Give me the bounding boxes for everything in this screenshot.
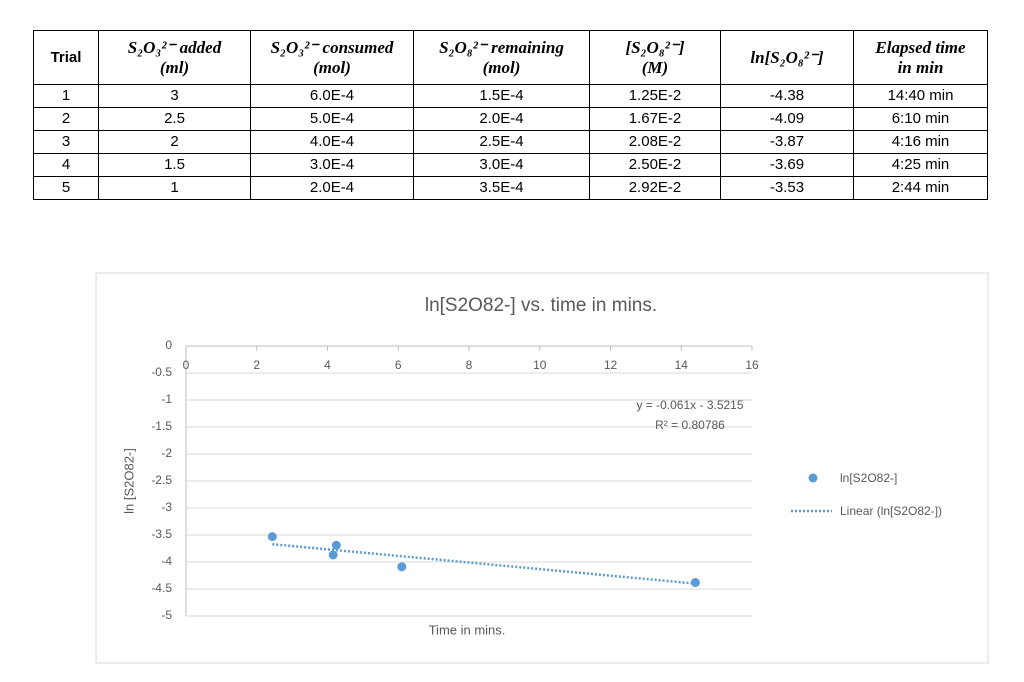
x-tick-label: 6	[395, 358, 402, 372]
header-text: ln[S₂O₈²⁻]	[750, 47, 824, 67]
y-tick-label: -3	[161, 500, 172, 514]
table-cell: 5	[33, 176, 99, 200]
x-tick-label: 12	[604, 358, 618, 372]
chart-title: ln[S2O82-] vs. time in mins.	[425, 295, 657, 316]
y-tick-label: -2.5	[151, 473, 172, 487]
header-text: S₂O₈²⁻ remaining	[439, 37, 564, 57]
trendline	[272, 542, 696, 585]
header-text: Elapsed time	[875, 37, 966, 57]
header-cell: S₂O₃²⁻ consumed (mol)	[250, 30, 414, 85]
table-row: 1 3 6.0E-4 1.5E-4 1.25E-2 -4.38 14:40 min	[33, 84, 988, 108]
table-cell: 5.0E-4	[250, 107, 414, 131]
header-text: S₂O₃²⁻ added	[127, 37, 222, 57]
header-row: Trial S₂O₃²⁻ added (ml) S₂O₃²⁻ consumed (mol…	[33, 30, 988, 85]
table-cell: -4.38	[720, 84, 854, 108]
header-cell: Trial	[33, 30, 99, 85]
table-cell: 2.0E-4	[250, 176, 414, 200]
x-tick-label: 8	[466, 358, 473, 372]
x-tick-label: 4	[324, 358, 331, 372]
x-tick-label: 2	[253, 358, 260, 372]
table-cell: 1	[98, 176, 251, 200]
header-text: S₂O₃²⁻ consumed	[270, 37, 394, 57]
table-cell: 1.67E-2	[589, 107, 721, 131]
table-cell: 1.5E-4	[413, 84, 590, 108]
header-text: in min	[897, 57, 944, 77]
y-tick-label: -4	[161, 554, 172, 568]
header-text: [S₂O₈²⁻]	[625, 37, 685, 57]
y-tick-label: -5	[161, 608, 172, 622]
y-tick-label: -0.5	[151, 365, 172, 379]
legend-label: ln[S2O82-]	[840, 471, 897, 485]
x-axis-title: Time in mins.	[429, 622, 506, 637]
header-text: (mol)	[482, 57, 521, 77]
y-tick-label: -2	[161, 446, 172, 460]
table-cell: 3.0E-4	[250, 153, 414, 177]
y-tick-label: -1.5	[151, 419, 172, 433]
table-row: 5 1 2.0E-4 3.5E-4 2.92E-2 -3.53 2:44 min	[33, 176, 988, 200]
trendline-r2: R² = 0.80786	[655, 418, 725, 432]
chart-frame	[95, 272, 989, 664]
y-tick-label: -3.5	[151, 527, 172, 541]
table-row: 4 1.5 3.0E-4 3.0E-4 2.50E-2 -3.69 4:25 min	[33, 153, 988, 177]
header-text: (mol)	[313, 57, 351, 77]
table-cell: 2	[98, 130, 251, 154]
table-cell: 3	[33, 130, 99, 154]
data-table: Trial S₂O₃²⁻ added (ml) S₂O₃²⁻ consumed (mol…	[33, 30, 988, 200]
header-cell: S₂O₃²⁻ added (ml)	[98, 30, 251, 85]
header-text: (M)	[641, 57, 669, 77]
table-cell: 1	[33, 84, 99, 108]
legend-label: Linear (ln[S2O82-])	[840, 504, 942, 518]
trendline-equation: y = -0.061x - 3.5215	[636, 398, 743, 412]
table-cell: 6:10 min	[853, 107, 988, 131]
table-cell: 3.0E-4	[413, 153, 590, 177]
table-cell: 14:40 min	[853, 84, 988, 108]
y-tick-label: 0	[165, 338, 172, 352]
table-cell: 2.5E-4	[413, 130, 590, 154]
table-row: 3 2 4.0E-4 2.5E-4 2.08E-2 -3.87 4:16 min	[33, 130, 988, 154]
x-tick-label: 0	[183, 358, 190, 372]
header-text: Trial	[50, 48, 82, 66]
y-tick-label: -1	[161, 392, 172, 406]
x-tick-label: 10	[533, 358, 547, 372]
data-point	[328, 550, 338, 560]
y-tick-label: -4.5	[151, 581, 172, 595]
header-cell: Elapsed time in min	[853, 30, 988, 85]
table-cell: 2:44 min	[853, 176, 988, 200]
data-point	[397, 562, 407, 572]
header-cell: [S₂O₈²⁻] (M)	[589, 30, 721, 85]
data-point	[267, 532, 277, 542]
y-axis-title: ln [S2O82-]	[121, 448, 136, 514]
table-cell: -3.53	[720, 176, 854, 200]
header-text: (ml)	[159, 57, 190, 77]
x-tick-label: 16	[745, 358, 759, 372]
table-cell: 2.0E-4	[413, 107, 590, 131]
data-point	[331, 540, 341, 550]
table-body: 1 3 6.0E-4 1.5E-4 1.25E-2 -4.38 14:40 min 2 2.5 5…	[33, 84, 988, 200]
table-cell: 2.50E-2	[589, 153, 721, 177]
header-cell: ln[S₂O₈²⁻]	[720, 30, 854, 85]
table-cell: 3	[98, 84, 251, 108]
data-point	[690, 578, 700, 588]
table-cell: 2.92E-2	[589, 176, 721, 200]
legend-marker	[808, 473, 818, 483]
x-tick-label: 14	[675, 358, 689, 372]
header-cell: S₂O₈²⁻ remaining (mol)	[413, 30, 590, 85]
table-cell: 3.5E-4	[413, 176, 590, 200]
